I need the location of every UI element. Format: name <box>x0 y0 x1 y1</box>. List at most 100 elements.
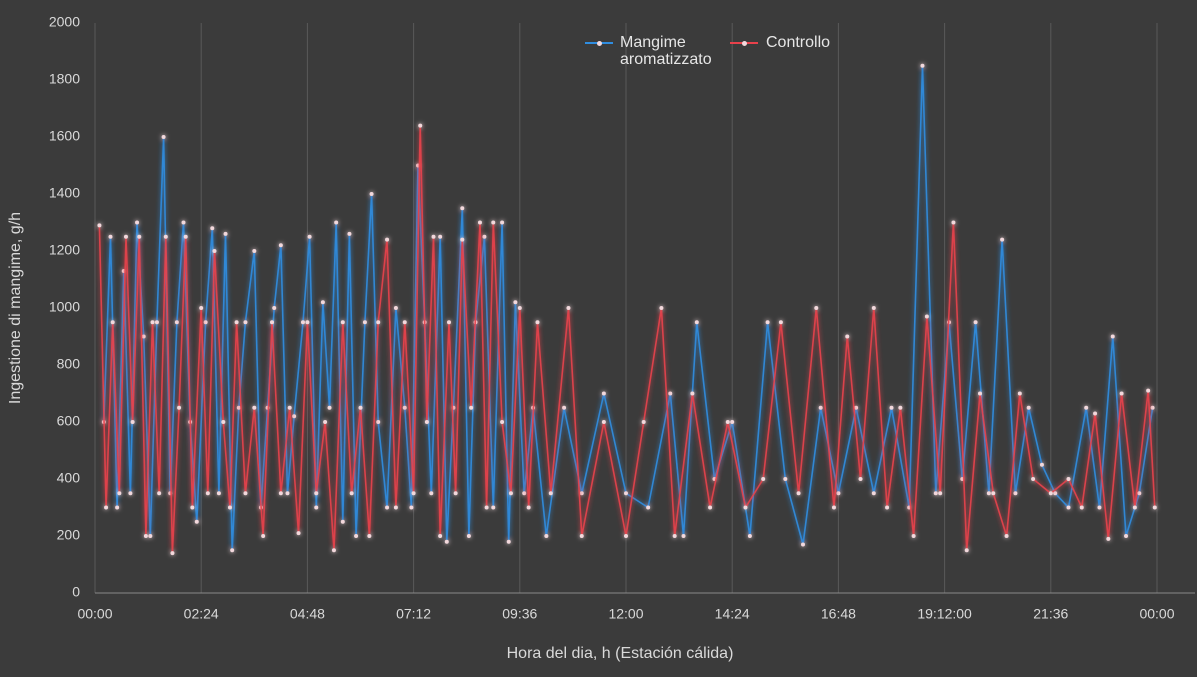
point <box>199 306 204 310</box>
point <box>579 534 584 538</box>
point <box>411 491 416 496</box>
point <box>871 491 876 496</box>
point <box>933 491 938 496</box>
point <box>150 320 155 325</box>
point <box>278 491 283 496</box>
point <box>243 491 248 496</box>
point <box>349 491 354 496</box>
point <box>1000 237 1005 242</box>
x-tick-label: 12:00 <box>608 606 643 622</box>
point <box>1053 491 1058 496</box>
point <box>331 548 336 553</box>
point <box>1137 491 1142 496</box>
point <box>801 542 805 547</box>
point <box>444 539 449 544</box>
point <box>491 220 496 225</box>
point <box>287 405 292 410</box>
y-tick-label: 1000 <box>49 299 80 315</box>
point <box>327 405 332 410</box>
x-tick-label: 09:36 <box>502 606 537 622</box>
point <box>221 420 226 424</box>
point <box>438 234 443 239</box>
point <box>601 391 606 396</box>
y-tick-label: 200 <box>57 527 81 543</box>
point <box>223 231 228 236</box>
point <box>871 306 876 310</box>
point <box>1152 505 1157 510</box>
point <box>1150 405 1155 410</box>
x-axis-title: Hora del dia, h (Estación cálida) <box>507 645 734 662</box>
point <box>845 334 850 339</box>
point <box>340 320 345 325</box>
point <box>135 220 140 225</box>
point <box>920 63 925 68</box>
point <box>889 405 894 410</box>
point <box>672 534 677 538</box>
point <box>951 220 956 225</box>
y-tick-label: 800 <box>57 356 81 372</box>
point <box>170 551 175 556</box>
point <box>367 534 372 538</box>
point <box>646 505 651 510</box>
point <box>181 220 186 225</box>
point <box>358 405 363 410</box>
point <box>431 234 436 239</box>
legend-marker <box>741 40 747 46</box>
point <box>393 306 398 310</box>
point <box>270 320 274 325</box>
point <box>579 491 584 496</box>
x-tick-label: 07:12 <box>396 606 431 622</box>
point <box>964 548 969 553</box>
point <box>624 534 628 538</box>
point <box>1079 505 1084 510</box>
point <box>307 234 312 239</box>
point <box>183 234 188 239</box>
point <box>272 306 277 310</box>
point <box>1039 462 1044 467</box>
point <box>522 491 527 496</box>
point <box>513 300 518 305</box>
point <box>535 320 540 325</box>
y-tick-label: 0 <box>72 584 80 600</box>
point <box>743 505 748 510</box>
x-tick-label: 00:00 <box>77 606 112 622</box>
line <box>98 125 1156 554</box>
point <box>148 534 153 538</box>
point <box>154 320 159 325</box>
point <box>484 505 489 510</box>
point <box>210 226 215 231</box>
point <box>424 420 429 424</box>
point <box>978 391 982 396</box>
point <box>460 206 465 211</box>
point <box>212 249 217 253</box>
point <box>694 320 699 325</box>
point <box>885 505 890 510</box>
point <box>562 405 567 410</box>
point <box>924 314 929 319</box>
point <box>765 320 770 325</box>
point <box>243 320 248 325</box>
point <box>1124 534 1129 538</box>
x-tick-label: 19:12:00 <box>917 606 972 622</box>
point <box>369 192 374 196</box>
point <box>252 249 257 253</box>
point <box>986 491 991 496</box>
point <box>991 491 996 496</box>
point <box>1097 505 1102 510</box>
legend-marker <box>596 40 602 46</box>
point <box>624 491 628 496</box>
point <box>1119 391 1124 396</box>
y-tick-label: 2000 <box>49 14 80 30</box>
x-tick-label: 02:24 <box>184 606 219 622</box>
point <box>305 320 310 325</box>
point <box>320 300 325 305</box>
point <box>300 320 305 325</box>
point <box>681 534 686 538</box>
point <box>1026 405 1031 410</box>
point <box>831 505 836 510</box>
point <box>447 320 451 325</box>
series <box>97 123 1157 556</box>
point <box>194 519 199 524</box>
y-tick-label: 1400 <box>49 185 80 201</box>
point <box>1106 536 1111 541</box>
